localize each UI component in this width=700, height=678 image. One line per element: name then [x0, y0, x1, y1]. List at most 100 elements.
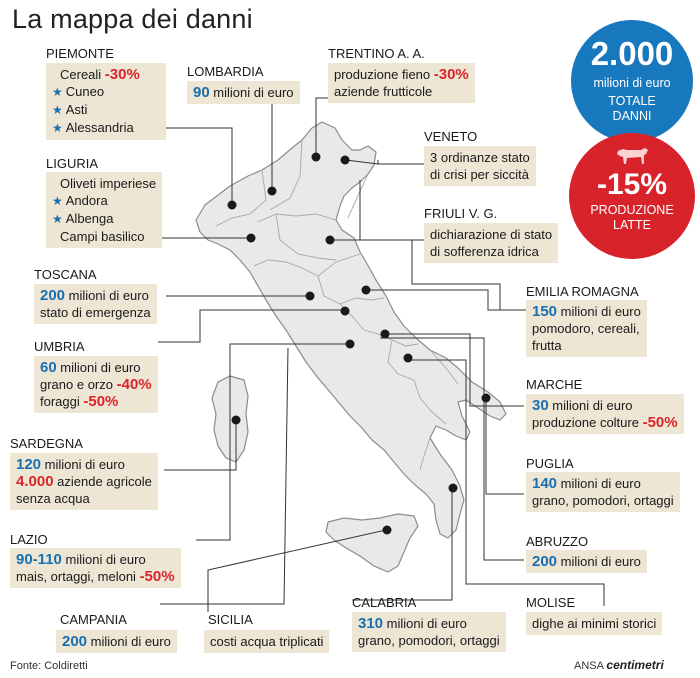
liguria-line-2: ★ Andora — [52, 192, 156, 210]
sardegna-line-3: senza acqua — [16, 491, 90, 506]
piemonte-cereali-pct: -30% — [104, 66, 140, 83]
piemonte-line-3: ★ Asti — [52, 101, 160, 119]
dot-molise — [403, 353, 413, 363]
region-borders — [215, 139, 459, 471]
abruzzo-value: 200 — [532, 553, 558, 570]
umbria-foraggi: foraggi — [40, 394, 84, 409]
dot-calabria — [448, 483, 458, 493]
trentino-line-1: produzione fieno -30% — [334, 66, 469, 83]
puglia-unit: milioni di euro — [557, 476, 641, 491]
leader-friuli — [359, 180, 424, 241]
emilia-box: 150 milioni di euro pomodoro, cereali, f… — [526, 300, 647, 357]
lazio-line-2: mais, ortaggi, meloni -50% — [16, 568, 175, 585]
milk-label-2: LATTE — [613, 218, 651, 232]
leader-veneto-dot — [345, 159, 379, 165]
liguria-line-1: Oliveti imperiese — [60, 176, 157, 191]
marche-colture-pct: -50% — [642, 414, 678, 431]
sardegna-value: 120 — [16, 456, 42, 473]
veneto-line-2: di crisi per siccità — [430, 167, 529, 182]
dot-trentino — [311, 152, 321, 162]
veneto-box: 3 ordinanze stato di crisi per siccità — [424, 146, 536, 186]
umbria-grano: grano e orzo — [40, 377, 117, 392]
friuli-line-2: di sofferenza idrica — [430, 244, 539, 259]
abruzzo-unit: milioni di euro — [557, 554, 641, 569]
puglia-box: 140 milioni di euro grano, pomodori, ort… — [526, 472, 680, 512]
friuli-label: FRIULI V. G. — [424, 206, 498, 221]
credit-agency: ANSA — [574, 660, 604, 672]
umbria-label: UMBRIA — [34, 339, 85, 354]
lazio-label: LAZIO — [10, 532, 48, 547]
calabria-label: CALABRIA — [352, 595, 417, 610]
lombardia-label: LOMBARDIA — [187, 64, 264, 79]
friuli-line-1: dichiarazione di stato — [430, 227, 553, 242]
molise-box: dighe ai minimi storici — [526, 612, 663, 635]
liguria-andora: Andora — [65, 193, 108, 208]
trentino-label: TRENTINO A. A. — [328, 46, 425, 61]
leader-lines — [158, 97, 605, 612]
marche-line-2: produzione colture -50% — [532, 414, 678, 431]
calabria-line-2: grano, pomodori, ortaggi — [358, 633, 500, 648]
sardegna-box: 120 milioni di euro 4.000 aziende agrico… — [10, 453, 158, 510]
lazio-mais-pct: -50% — [139, 568, 175, 585]
total-label-2: DANNI — [612, 109, 652, 123]
umbria-value: 60 — [40, 359, 57, 376]
friuli-box: dichiarazione di stato di sofferenza idr… — [424, 223, 559, 263]
marche-colture: produzione colture — [532, 415, 643, 430]
puglia-label: PUGLIA — [526, 456, 574, 471]
calabria-unit: milioni di euro — [383, 616, 467, 631]
emilia-unit: milioni di euro — [557, 304, 641, 319]
lombardia-box: 90 milioni di euro — [187, 81, 300, 104]
lazio-unit: milioni di euro — [61, 552, 146, 567]
dot-emilia — [361, 285, 371, 295]
lombardia-unit: milioni di euro — [209, 85, 294, 100]
toscana-value: 200 — [40, 287, 66, 304]
dot-marche — [380, 329, 390, 339]
leader-emilia — [366, 289, 524, 311]
puglia-value: 140 — [532, 475, 558, 492]
emilia-line-1: 150 milioni di euro — [532, 303, 641, 320]
campania-label: CAMPANIA — [60, 612, 127, 627]
liguria-box: Oliveti imperiese ★ Andora ★ Albenga Campi… — [46, 172, 162, 248]
liguria-line-3: ★ Albenga — [52, 210, 156, 228]
toscana-label: TOSCANA — [34, 267, 97, 282]
umbria-line-3: foraggi -50% — [40, 393, 152, 410]
veneto-line-1: 3 ordinanze stato — [430, 150, 530, 165]
toscana-line-1: 200 milioni di euro — [40, 287, 151, 304]
star-icon: ★ — [52, 103, 63, 117]
calabria-value: 310 — [358, 615, 384, 632]
total-value: 2.000 — [590, 35, 674, 72]
piemonte-line-4: ★ Alessandria — [52, 119, 160, 137]
milk-production-badge: -15% PRODUZIONE LATTE — [569, 133, 695, 259]
lazio-value: 90-110 — [16, 551, 62, 568]
puglia-line-2: grano, pomodori, ortaggi — [532, 493, 674, 508]
trentino-fieno: produzione fieno — [334, 67, 434, 82]
dot-lombardia — [267, 186, 277, 196]
leader-veneto — [377, 160, 424, 165]
leader-puglia — [485, 398, 524, 495]
molise-label: MOLISE — [526, 595, 576, 610]
total-label-1: TOTALE — [608, 94, 656, 108]
calabria-box: 310 milioni di euro grano, pomodori, ort… — [352, 612, 506, 652]
lombardia-line-1: 90 milioni di euro — [193, 84, 294, 101]
emilia-label: EMILIA ROMAGNA — [526, 284, 639, 299]
abruzzo-box: 200 milioni di euro — [526, 550, 647, 573]
italy-mainland-shape — [195, 121, 507, 539]
cow-icon — [617, 148, 648, 164]
sardegna-aziende: aziende agricole — [53, 474, 152, 489]
umbria-unit: milioni di euro — [56, 360, 141, 375]
sardegna-line-2: 4.000 aziende agricole — [16, 473, 152, 490]
sicily-shape — [325, 513, 419, 573]
calabria-line-1: 310 milioni di euro — [358, 615, 500, 632]
leader-piemonte — [165, 127, 233, 204]
star-icon: ★ — [52, 212, 63, 226]
lazio-mais: mais, ortaggi, meloni — [16, 569, 140, 584]
sicilia-line-1: costi acqua triplicati — [210, 634, 324, 649]
dot-veneto — [340, 155, 350, 165]
emilia-line-2: pomodoro, cereali, — [532, 321, 640, 336]
sardegna-unit: milioni di euro — [41, 457, 125, 472]
sicilia-box: costi acqua triplicati — [204, 630, 330, 653]
marche-line-1: 30 milioni di euro — [532, 397, 678, 414]
leader-campania — [160, 347, 289, 605]
liguria-line-4: Campi basilico — [60, 229, 145, 244]
